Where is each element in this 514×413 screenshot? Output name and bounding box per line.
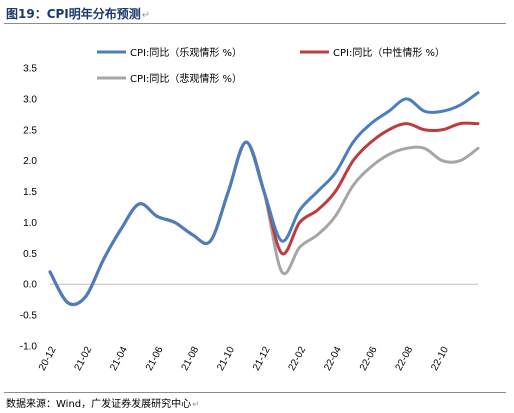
source-edit-mark: ↵ [192, 400, 200, 410]
figure-title: 图19：CPI明年分布预测↵ [6, 5, 150, 22]
series-line-optimistic [48, 91, 480, 307]
x-tick-label: 21-10 [215, 345, 237, 373]
y-tick-label: 3.0 [23, 94, 37, 105]
legend-label-neutral: CPI:同比（中性情形 %） [333, 46, 445, 59]
y-tick-label: 2.5 [23, 125, 37, 136]
x-tick-label: 22-06 [358, 345, 380, 373]
y-axis: -1.0 -0.5 0.0 0.5 1.0 1.5 2.0 2.5 3.0 3.5 [20, 64, 38, 353]
legend: CPI:同比（乐观情形 %） CPI:同比（中性情形 %） CPI:同比（悲观情形 … [97, 46, 445, 85]
x-tick-label: 21-12 [251, 345, 273, 373]
series-lines [48, 91, 480, 307]
title-rule [4, 23, 506, 24]
series-line-pessimistic [48, 140, 480, 307]
y-tick-label: 1.0 [23, 218, 37, 229]
legend-label-pessimistic: CPI:同比（悲观情形 %） [130, 72, 242, 85]
series-line-neutral [48, 121, 480, 307]
y-tick-label: 0.5 [23, 249, 37, 260]
x-tick-label: 22-08 [394, 345, 416, 373]
x-tick-label: 21-02 [73, 345, 95, 373]
figure-title-text: 图19：CPI明年分布预测 [6, 7, 141, 21]
legend-label-optimistic: CPI:同比（乐观情形 %） [130, 46, 242, 59]
x-tick-label: 21-06 [144, 345, 166, 373]
edit-mark: ↵ [141, 10, 151, 21]
y-tick-label: 3.5 [23, 64, 37, 75]
x-tick-label: 21-08 [180, 345, 202, 373]
x-tick-label: 22-04 [322, 345, 344, 373]
x-tick-label: 21-04 [108, 345, 130, 373]
y-tick-label: 0.0 [23, 280, 37, 291]
y-tick-label: 2.0 [23, 156, 37, 167]
x-tick-label: 22-10 [429, 345, 451, 373]
bottom-rule [4, 392, 506, 393]
y-tick-label: 1.5 [23, 187, 37, 198]
x-tick-label: 22-02 [287, 345, 309, 373]
x-tick-label: 20-12 [37, 345, 59, 373]
source-note: 数据来源：Wind，广发证券发展研究中心↵ [6, 395, 200, 410]
y-tick-label: -1.0 [20, 342, 38, 353]
source-text: 数据来源：Wind，广发证券发展研究中心 [6, 399, 192, 410]
y-tick-label: -0.5 [20, 311, 38, 322]
x-axis: 20-12 21-02 21-04 21-06 21-08 21-10 21-12 22-02… [37, 345, 451, 373]
